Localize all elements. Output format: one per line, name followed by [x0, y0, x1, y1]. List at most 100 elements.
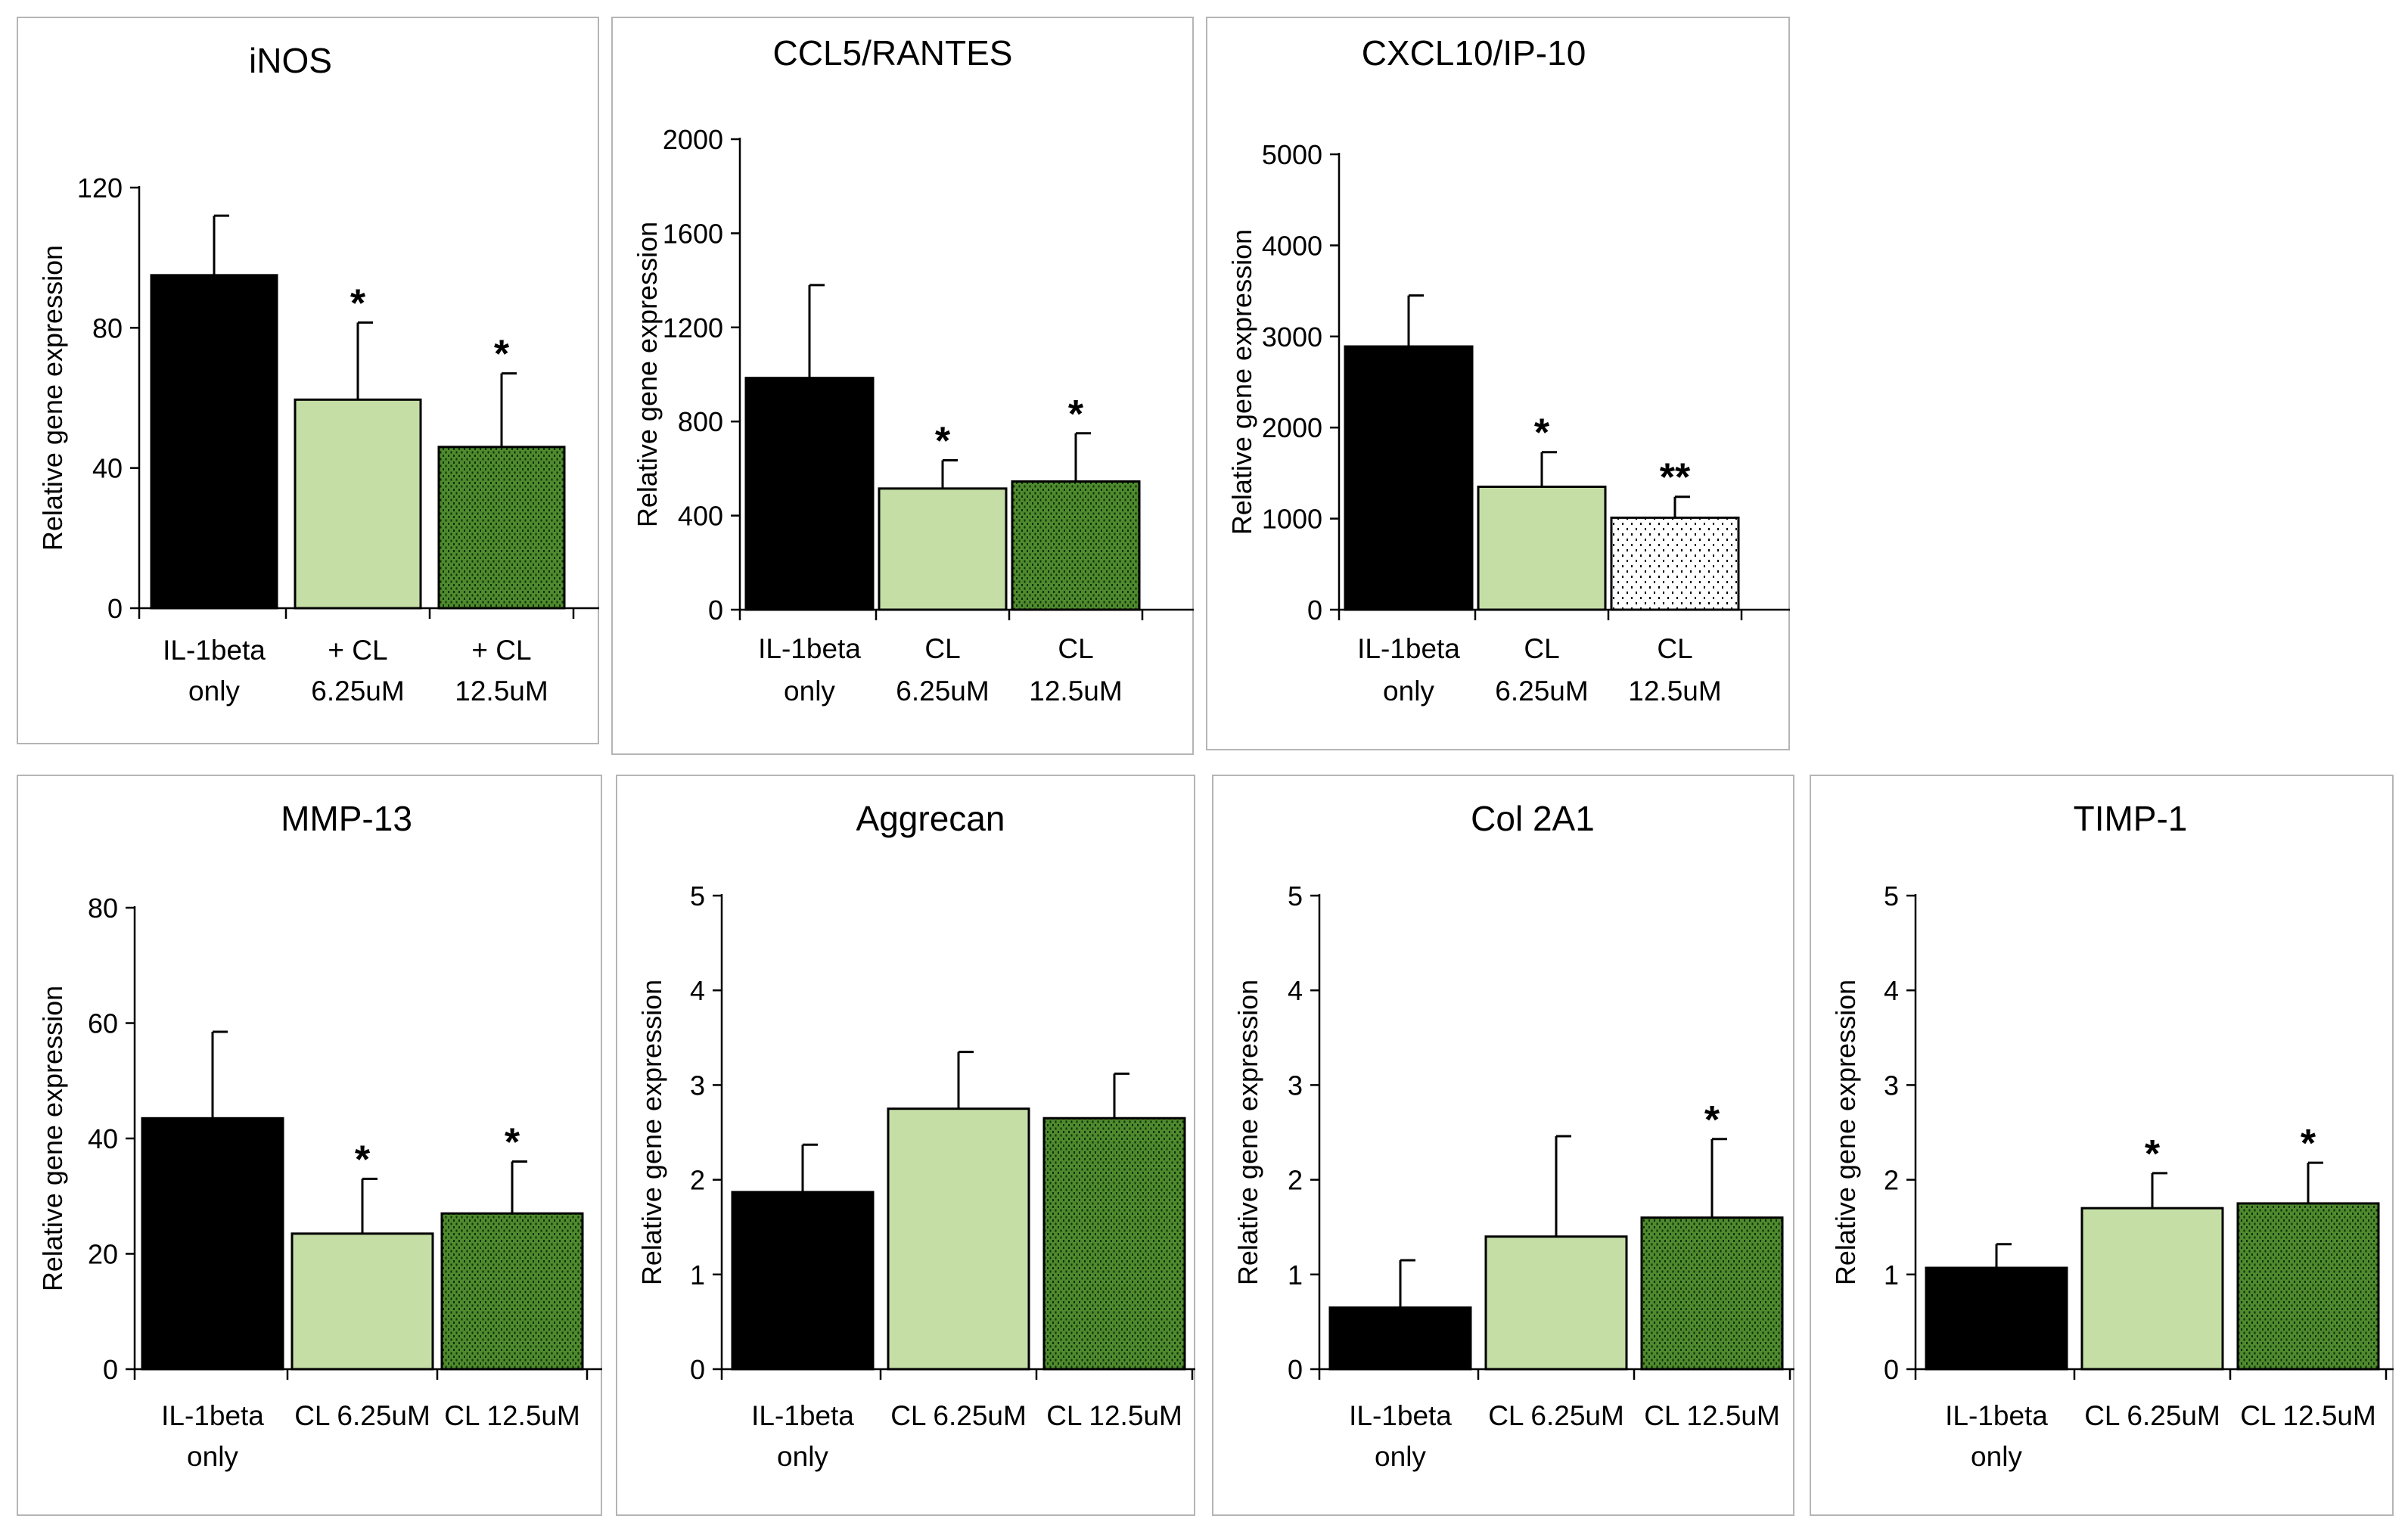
timp-1-category-label-1: IL-1beta	[1945, 1400, 2048, 1431]
aggrecan-bar-3	[1042, 1117, 1186, 1371]
mmp-13-category-label-1: IL-1beta	[161, 1400, 264, 1431]
ccl5-rantes-category-label-3: CL	[1058, 633, 1093, 664]
inos-category-label-3: 12.5uM	[455, 676, 548, 707]
aggrecan-category-label-1: only	[777, 1441, 828, 1472]
mmp-13-bar-1	[141, 1117, 284, 1371]
mmp-13-category-label-1: only	[187, 1441, 238, 1472]
cxcl10-ip-10-bar-2	[1477, 485, 1607, 611]
inos-category-label-3: + CL	[471, 635, 531, 666]
timp-1-bar-1	[1925, 1266, 2068, 1371]
ccl5-rantes-y-tick-label: 800	[678, 406, 723, 437]
mmp13-chart: MMP-13 Relative gene expression IL-1beta on…	[37, 799, 602, 1472]
inos-y-axis-label: Relative gene expression	[37, 245, 68, 551]
ccl5-rantes-bar-1	[744, 377, 875, 611]
timp-1-category-label-2: CL 6.25uM	[2084, 1400, 2220, 1431]
inos-category-label-2: 6.25uM	[311, 676, 404, 707]
col-2a1-bar-2	[1484, 1235, 1628, 1371]
ccl5-rantes-chart-title: CCL5/RANTES	[773, 33, 1013, 73]
inos-y-tick-label: 120	[77, 172, 123, 203]
inos-chart-panel: iNOS Relative gene expression IL-1beta only…	[17, 17, 599, 744]
aggrecan-error-bar-3	[1113, 1072, 1129, 1119]
mmp-13-category-label-3: CL 12.5uM	[444, 1400, 580, 1431]
cxcl10-ip-10-bar-1	[1344, 345, 1474, 611]
ccl5-rantes-category-label-2: CL	[924, 633, 960, 664]
timp-1-error-bar-1	[1995, 1243, 2012, 1269]
cxcl10-ip10-chart-panel: CXCL10/IP-10 Relative gene expression IL-1…	[1206, 17, 1790, 750]
inos-bar-2	[294, 398, 422, 610]
col-2a1-y-tick-label: 5	[1288, 881, 1303, 912]
inos-error-bar-1	[213, 214, 229, 275]
ccl5-rantes-y-tick-label: 2000	[663, 124, 723, 155]
ccl5-rantes-category-label-2: 6.25uM	[896, 676, 989, 707]
aggrecan-category-label-2: CL 6.25uM	[890, 1400, 1027, 1431]
cxcl10-ip-10-y-axis-label: Relative gene expression	[1226, 229, 1257, 535]
aggrecan-y-axis-label: Relative gene expression	[636, 980, 667, 1285]
col-2a1-chart-title: Col 2A1	[1471, 799, 1595, 838]
ccl5-rantes-error-bar-1	[808, 284, 825, 378]
mmp-13-error-bar-2	[361, 1177, 378, 1234]
aggrecan-bar-1	[731, 1191, 875, 1371]
aggrecan-category-label-1: IL-1beta	[751, 1400, 854, 1431]
col-2a1-y-axis-label: Relative gene expression	[1232, 980, 1263, 1285]
cxcl10-ip-10-category-label-2: 6.25uM	[1495, 676, 1588, 707]
mmp-13-y-tick-label: 0	[103, 1354, 118, 1385]
inos-chart-title: iNOS	[249, 41, 332, 80]
inos-significance-3: *	[494, 333, 510, 377]
cxcl10-ip-10-y-tick-label: 4000	[1262, 230, 1322, 261]
mmp13-chart-panel: MMP-13 Relative gene expression IL-1beta on…	[17, 775, 602, 1516]
mmp-13-y-axis-label: Relative gene expression	[37, 986, 68, 1291]
col-2a1-bar-3	[1640, 1216, 1784, 1371]
cxcl10-ip-10-error-bar-2	[1540, 451, 1557, 487]
col-2a1-bar-1	[1328, 1306, 1472, 1371]
aggrecan-bar-2	[887, 1107, 1030, 1371]
mmp-13-significance-2: *	[355, 1138, 371, 1182]
timp-1-chart-title: TIMP-1	[2074, 799, 2188, 838]
mmp-13-y-tick-label: 60	[88, 1008, 118, 1039]
cxcl10-ip-10-error-bar-3	[1673, 495, 1690, 518]
col-2a1-significance-3: *	[1704, 1098, 1720, 1142]
timp-1-category-label-3: CL 12.5uM	[2240, 1400, 2376, 1431]
aggrecan-y-tick-label: 1	[690, 1259, 705, 1291]
mmp-13-y-tick-label: 80	[88, 893, 118, 924]
col-2a1-error-bar-3	[1710, 1138, 1727, 1218]
mmp-13-chart-title: MMP-13	[281, 799, 412, 838]
col-2a1-error-bar-1	[1399, 1259, 1415, 1308]
cxcl10-ip-10-category-label-2: CL	[1524, 633, 1559, 664]
ccl5-rantes-y-tick-label: 400	[678, 501, 723, 532]
cxcl10-ip-10-y-tick-label: 0	[1307, 595, 1322, 626]
timp1-chart: TIMP-1 Relative gene expression IL-1beta on…	[1830, 799, 2394, 1472]
cxcl10-ip-10-significance-3: **	[1660, 456, 1691, 500]
ccl5-rantes-bar-2	[878, 487, 1008, 611]
aggrecan-category-label-3: CL 12.5uM	[1046, 1400, 1182, 1431]
mmp-13-category-label-2: CL 6.25uM	[294, 1400, 430, 1431]
cxcl10-ip-10-chart-title: CXCL10/IP-10	[1362, 33, 1586, 73]
col-2a1-y-tick-label: 4	[1288, 975, 1303, 1006]
inos-category-label-2: + CL	[328, 635, 387, 666]
timp-1-y-tick-label: 2	[1884, 1165, 1899, 1196]
ccl5-rantes-y-tick-label: 1600	[663, 218, 723, 249]
ccl5-rantes-significance-2: *	[935, 420, 951, 464]
mmp-13-bar-3	[440, 1212, 584, 1371]
cxcl10-ip-10-bar-3	[1610, 516, 1740, 611]
cxcl10-ip-10-significance-2: *	[1534, 412, 1550, 455]
inos-category-label-1: IL-1beta	[163, 635, 266, 666]
col-2a1-y-tick-label: 3	[1288, 1070, 1303, 1101]
ccl5-rantes-category-label-1: only	[784, 676, 835, 707]
aggrecan-y-tick-label: 3	[690, 1070, 705, 1101]
cxcl10-ip-10-y-tick-label: 1000	[1262, 504, 1322, 535]
aggrecan-y-tick-label: 0	[690, 1354, 705, 1385]
cxcl10-ip-10-y-tick-label: 5000	[1262, 139, 1322, 170]
timp-1-bar-3	[2236, 1202, 2380, 1371]
col-2a1-y-tick-label: 0	[1288, 1354, 1303, 1385]
col-2a1-category-label-1: IL-1beta	[1349, 1400, 1452, 1431]
inos-error-bar-2	[356, 321, 373, 400]
ccl5-rantes-bar-3	[1011, 480, 1141, 611]
aggrecan-chart-title: Aggrecan	[856, 799, 1005, 838]
timp-1-significance-2: *	[2145, 1132, 2161, 1176]
mmp-13-error-bar-3	[511, 1160, 527, 1214]
inos-significance-2: *	[350, 281, 366, 325]
timp-1-category-label-1: only	[1971, 1441, 2022, 1472]
mmp-13-significance-3: *	[505, 1121, 520, 1165]
col-2a1-category-label-2: CL 6.25uM	[1488, 1400, 1624, 1431]
aggrecan-error-bar-2	[957, 1051, 974, 1109]
